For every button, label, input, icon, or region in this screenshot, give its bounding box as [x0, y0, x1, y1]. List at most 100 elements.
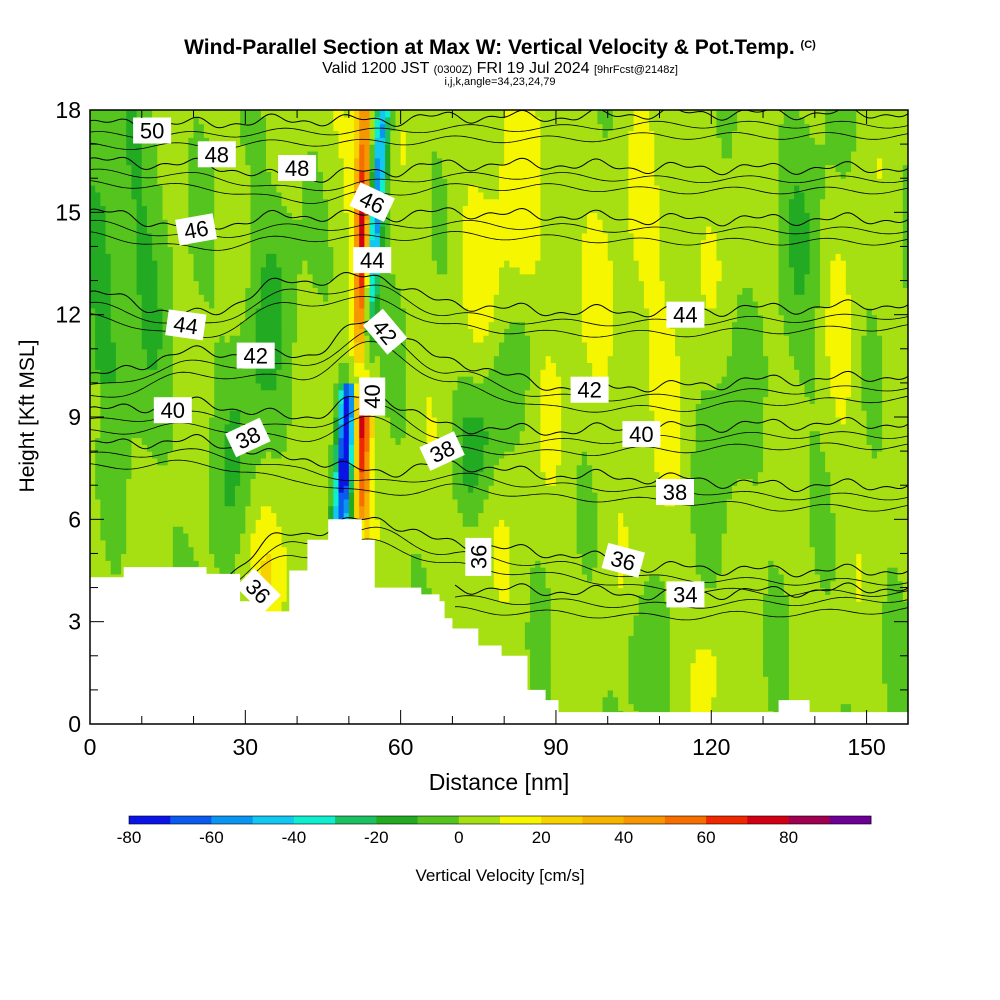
field-cell	[121, 382, 127, 391]
field-cell	[359, 335, 365, 343]
field-cell	[167, 191, 174, 200]
field-cell	[115, 519, 122, 527]
field-cell	[234, 410, 241, 418]
field-cell	[302, 532, 309, 541]
field-cell	[95, 519, 101, 527]
field-cell	[266, 505, 272, 514]
field-cell	[121, 437, 127, 445]
field-cell	[291, 389, 298, 398]
field-cell	[255, 369, 262, 377]
field-cell	[354, 328, 360, 336]
field-cell	[141, 464, 148, 473]
field-cell	[333, 157, 340, 166]
field-cell	[141, 519, 148, 527]
field-cell	[271, 539, 277, 548]
index-line: i,j,k,angle=34,23,24,79	[444, 76, 556, 88]
field-cell	[333, 205, 340, 213]
field-cell	[90, 451, 96, 459]
field-cell	[126, 532, 133, 541]
field-cell	[105, 505, 112, 514]
field-cell	[291, 505, 298, 514]
field-cell	[115, 532, 122, 541]
field-cell	[162, 287, 169, 295]
field-cell	[250, 301, 257, 309]
field-cell	[115, 396, 122, 404]
field-cell	[333, 451, 340, 459]
field-cell	[146, 266, 153, 275]
field-cell	[359, 328, 365, 336]
field-cell	[203, 116, 210, 125]
field-cell	[369, 417, 376, 425]
field-cell	[126, 205, 133, 213]
field-cell	[136, 423, 143, 432]
field-cell	[343, 464, 350, 473]
field-cell	[178, 130, 184, 138]
field-cell	[152, 348, 158, 357]
field-cell	[219, 341, 226, 350]
field-cell	[245, 376, 252, 384]
field-cell	[281, 219, 288, 227]
field-cell	[157, 260, 164, 268]
field-cell	[317, 280, 324, 288]
field-cell	[136, 294, 143, 302]
field-cell	[115, 185, 122, 193]
field-cell	[328, 457, 334, 466]
field-cell	[209, 239, 215, 248]
field-cell	[105, 225, 112, 234]
field-cell	[354, 307, 360, 316]
field-cell	[115, 369, 122, 377]
field-cell	[146, 232, 153, 241]
field-cell	[250, 328, 257, 336]
field-cell	[245, 519, 252, 527]
field-cell	[100, 219, 107, 227]
field-cell	[271, 417, 277, 425]
field-cell	[234, 307, 241, 316]
field-cell	[271, 178, 277, 186]
field-cell	[188, 171, 195, 179]
field-cell	[240, 225, 246, 234]
field-cell	[317, 464, 324, 473]
field-cell	[105, 457, 112, 466]
field-cell	[307, 382, 314, 391]
field-cell	[219, 437, 226, 445]
field-cell	[209, 287, 215, 295]
field-cell	[203, 560, 210, 568]
field-cell	[188, 560, 195, 568]
field-cell	[172, 355, 179, 364]
field-cell	[178, 519, 184, 527]
field-cell	[131, 437, 138, 445]
field-cell	[157, 280, 164, 288]
field-cell	[302, 560, 309, 568]
field-cell	[110, 355, 117, 364]
field-cell	[271, 260, 277, 268]
field-cell	[131, 471, 138, 479]
field-cell	[307, 403, 314, 411]
field-cell	[276, 246, 283, 254]
field-cell	[286, 553, 293, 561]
field-cell	[167, 164, 174, 172]
field-cell	[338, 307, 345, 316]
field-cell	[183, 191, 189, 200]
field-cell	[141, 376, 148, 384]
field-cell	[110, 287, 117, 295]
field-cell	[317, 355, 324, 364]
field-cell	[359, 437, 365, 445]
field-cell	[183, 464, 189, 473]
field-cell	[328, 376, 334, 384]
field-cell	[152, 260, 158, 268]
field-cell	[302, 191, 309, 200]
field-cell	[354, 335, 360, 343]
field-cell	[348, 348, 355, 357]
field-cell	[276, 382, 283, 391]
field-cell	[90, 328, 96, 336]
field-cell	[105, 307, 112, 316]
field-cell	[348, 266, 355, 275]
field-cell	[359, 444, 365, 452]
field-cell	[266, 164, 272, 172]
field-cell	[141, 212, 148, 220]
field-cell	[121, 423, 127, 432]
field-cell	[302, 137, 309, 145]
field-cell	[240, 205, 246, 213]
field-cell	[141, 178, 148, 186]
field-cell	[152, 301, 158, 309]
